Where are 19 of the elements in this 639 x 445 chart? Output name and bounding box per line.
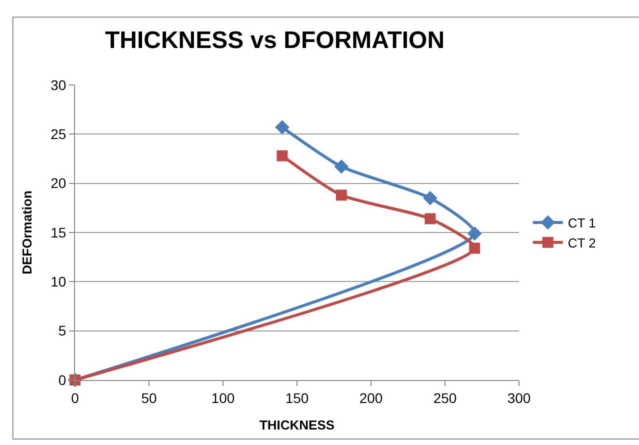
y-tick-label: 0 <box>58 372 66 388</box>
x-axis-title: THICKNESS <box>259 417 335 432</box>
y-tick-label: 30 <box>50 76 66 93</box>
y-tick-label: 20 <box>50 175 66 192</box>
x-tick-label: 150 <box>285 390 309 406</box>
x-tick-label: 50 <box>141 390 157 406</box>
x-tick-label: 200 <box>359 390 383 406</box>
legend-label: CT 2 <box>568 235 596 250</box>
x-tick-label: 250 <box>433 390 457 406</box>
legend-label: CT 1 <box>568 216 596 231</box>
y-tick-label: 5 <box>58 322 66 339</box>
x-tick-label: 0 <box>71 390 80 406</box>
y-tick-label: 10 <box>50 274 66 290</box>
chart-title: THICKNESS vs DFORMATION <box>104 26 445 54</box>
x-tick-label: 300 <box>507 390 531 406</box>
y-tick-label: 15 <box>50 224 66 240</box>
x-tick-label: 100 <box>211 390 235 406</box>
y-tick-label: 25 <box>50 126 66 142</box>
y-axis-title: DEFOrmation <box>20 190 35 274</box>
